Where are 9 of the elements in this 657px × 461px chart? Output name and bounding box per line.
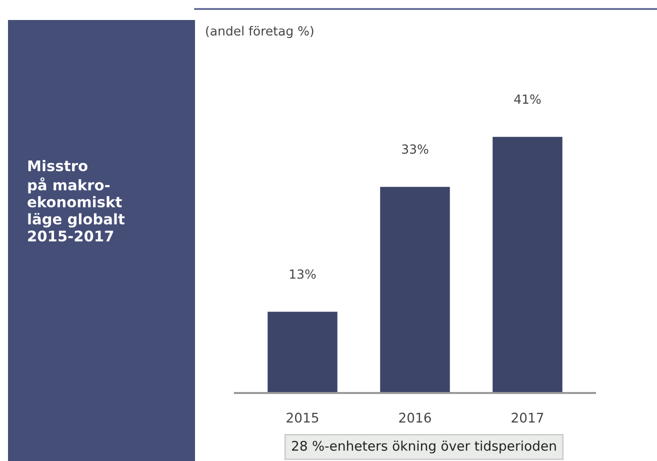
data-label: 41% [514, 94, 541, 104]
x-tick-label: 2015 [286, 412, 318, 423]
x-tick-label: 2017 [512, 412, 544, 423]
data-label: 33% [402, 144, 428, 154]
chart-subtitle: (andel företag %) [206, 26, 314, 38]
text: 28 %-enheters ökning över tidsperioden [292, 440, 556, 454]
x-tick-label: 2016 [399, 412, 431, 423]
data-label: 13% [290, 269, 316, 279]
text: Misstro på makro- ekonomiskt läge globalt 2015-2017 [28, 160, 125, 242]
